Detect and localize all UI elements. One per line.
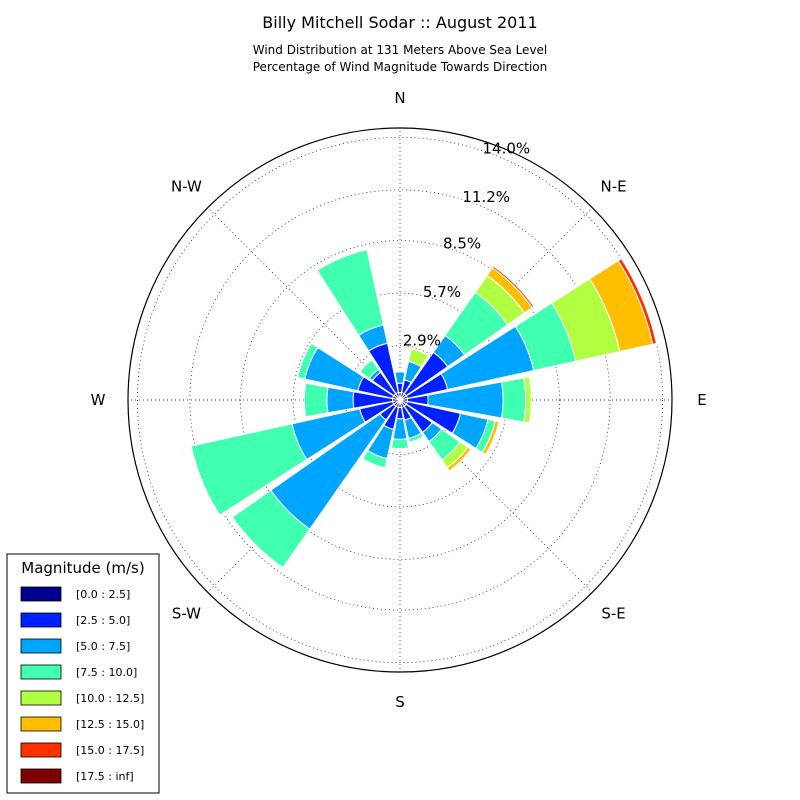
direction-label: W bbox=[91, 391, 106, 409]
legend-label: [5.0 : 7.5] bbox=[76, 640, 130, 653]
wind-bar-segment bbox=[303, 382, 329, 418]
radial-tick-label: 14.0% bbox=[483, 139, 531, 157]
radial-tick-labels: 2.9% 5.7% 8.5% 11.2% 14.0% bbox=[403, 139, 530, 349]
wind-bar-segment bbox=[296, 342, 319, 380]
outer-circle bbox=[127, 127, 673, 673]
chart-title: Billy Mitchell Sodar :: August 2011 bbox=[262, 13, 537, 32]
wind-bar-segment bbox=[361, 449, 388, 469]
direction-label: N bbox=[394, 89, 405, 107]
legend-label: [12.5 : 15.0] bbox=[76, 718, 144, 731]
wind-bar-segment bbox=[617, 258, 658, 345]
legend-swatch bbox=[20, 664, 62, 680]
wind-bar-segment bbox=[481, 420, 500, 456]
grid-ring bbox=[137, 137, 663, 663]
direction-label: S-E bbox=[601, 605, 625, 623]
wind-bar-segment bbox=[501, 377, 527, 423]
wind-bars bbox=[190, 249, 658, 569]
wind-bar-segment bbox=[390, 438, 410, 450]
radial-tick-label: 8.5% bbox=[443, 235, 481, 253]
wind-bar-segment bbox=[316, 249, 385, 336]
wind-bar-segment bbox=[491, 265, 535, 309]
legend-label: [17.5 : inf] bbox=[76, 770, 134, 783]
legend-swatch bbox=[20, 690, 62, 706]
direction-label: N-E bbox=[600, 177, 626, 195]
direction-label: N-W bbox=[171, 177, 202, 195]
direction-labels: N N-E E S-E S S-W W N-W bbox=[91, 89, 707, 711]
radial-tick-label: 11.2% bbox=[462, 188, 510, 206]
legend-swatch bbox=[20, 612, 62, 628]
wind-bar-segment bbox=[359, 359, 380, 380]
chart-subtitle-line-1: Wind Distribution at 131 Meters Above Se… bbox=[253, 43, 548, 57]
legend-label: [0.0 : 2.5] bbox=[76, 588, 130, 601]
chart-subtitle-line-2: Percentage of Wind Magnitude Towards Dir… bbox=[253, 60, 547, 74]
legend-label: [10.0 : 12.5] bbox=[76, 692, 144, 705]
wind-bar-segment bbox=[394, 371, 406, 384]
direction-label: S-W bbox=[172, 605, 201, 623]
radial-tick-label: 5.7% bbox=[423, 283, 461, 301]
legend-label: [15.0 : 17.5] bbox=[76, 744, 144, 757]
grid-ring bbox=[240, 240, 560, 560]
legend-title: Magnitude (m/s) bbox=[21, 559, 144, 577]
wind-bar-segment bbox=[523, 376, 532, 424]
legend-label: [2.5 : 5.0] bbox=[76, 614, 130, 627]
wind-bar-segment bbox=[407, 348, 429, 368]
grid-ring bbox=[189, 189, 611, 611]
legend-swatch bbox=[20, 586, 62, 602]
wind-bar-segment bbox=[190, 423, 308, 516]
direction-label: E bbox=[697, 391, 706, 409]
legend-label: [7.5 : 10.0] bbox=[76, 666, 137, 679]
legend-swatch bbox=[20, 768, 62, 784]
wind-bar-segment bbox=[326, 386, 355, 414]
legend: Magnitude (m/s) [0.0 : 2.5] [2.5 : 5.0] [5.… bbox=[6, 553, 160, 794]
wind-bar-segment bbox=[231, 489, 311, 569]
wind-bar-segment bbox=[446, 446, 472, 472]
grid-spoke bbox=[207, 207, 401, 401]
legend-swatch bbox=[20, 638, 62, 654]
legend-swatch bbox=[20, 716, 62, 732]
radial-tick-label: 2.9% bbox=[403, 332, 441, 350]
direction-label: S bbox=[395, 693, 405, 711]
grid-spoke bbox=[399, 399, 593, 593]
wind-bar-segment bbox=[407, 432, 424, 443]
legend-swatch bbox=[20, 742, 62, 758]
